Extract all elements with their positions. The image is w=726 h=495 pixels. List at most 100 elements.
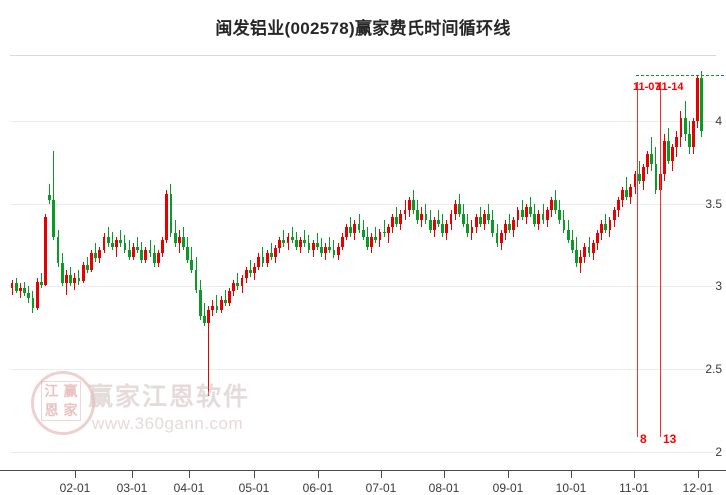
candlestick [683, 55, 687, 470]
candlestick [524, 55, 528, 470]
candle-body [654, 163, 658, 191]
candle-body [44, 216, 47, 285]
candlestick [529, 55, 532, 470]
candlestick [474, 55, 478, 470]
candle-body [587, 246, 591, 254]
candlestick [77, 55, 81, 470]
candle-body [524, 207, 528, 217]
candlestick [69, 55, 73, 470]
candlestick [211, 55, 215, 470]
candle-body [274, 248, 277, 257]
candlestick [23, 55, 27, 470]
candle-wick [120, 230, 122, 247]
candle-body [148, 250, 152, 254]
candle-body [223, 299, 227, 303]
plot-top-border [10, 55, 716, 56]
candlestick [407, 55, 411, 470]
candle-body [320, 246, 323, 254]
x-axis-label: 10-01 [555, 481, 587, 495]
candlestick [608, 55, 612, 470]
candlestick [366, 55, 369, 470]
candle-body [282, 240, 286, 244]
candlestick [483, 55, 486, 470]
candle-body [495, 233, 499, 244]
candlestick [248, 55, 252, 470]
candlestick [516, 55, 520, 470]
candle-body [340, 236, 344, 247]
candlestick [512, 55, 516, 470]
candle-wick [329, 236, 331, 254]
candlestick [219, 55, 223, 470]
candlestick [27, 55, 31, 470]
candlestick [412, 55, 415, 470]
x-axis-label: 08-01 [428, 481, 460, 495]
candle-body [198, 289, 202, 317]
candle-body [537, 213, 541, 224]
candlestick [320, 55, 323, 470]
candlestick [173, 55, 177, 470]
candle-body [85, 264, 89, 270]
candlestick [257, 55, 261, 470]
candle-body [675, 137, 679, 148]
candle-body [90, 253, 93, 270]
x-axis-tick [571, 471, 572, 478]
candlestick [399, 55, 403, 470]
candle-body [453, 203, 457, 214]
candle-body [324, 246, 328, 254]
candlestick [629, 55, 633, 470]
candlestick [403, 55, 407, 470]
candlestick [244, 55, 248, 470]
candle-body [395, 216, 399, 224]
candlestick [94, 55, 98, 470]
candle-wick [396, 207, 398, 227]
candlestick [261, 55, 265, 470]
candle-body [240, 278, 244, 287]
y-axis-label: 4 [715, 113, 722, 128]
candlestick [294, 55, 298, 470]
candlestick [190, 55, 194, 470]
candle-body [169, 193, 173, 234]
candle-body [111, 243, 114, 247]
price-level-line [636, 74, 724, 76]
candlestick [269, 55, 273, 470]
candle-body [361, 230, 365, 237]
candlestick [102, 55, 106, 470]
candle-wick [116, 236, 118, 257]
candle-wick [78, 269, 80, 285]
candlestick [215, 55, 219, 470]
x-axis-label: 03-01 [116, 481, 148, 495]
candle-body [382, 231, 386, 234]
candlestick [232, 55, 236, 470]
candle-body [353, 223, 357, 234]
candle-body [290, 236, 294, 241]
candlestick [382, 55, 386, 470]
candlestick [445, 55, 449, 470]
candle-body [211, 306, 215, 310]
candle-body [616, 200, 620, 211]
candle-body [35, 281, 39, 308]
candle-body [462, 213, 465, 224]
candlestick [575, 55, 578, 470]
x-axis-tick [318, 471, 319, 478]
candle-body [127, 250, 131, 257]
candle-body [186, 246, 190, 260]
candlestick [432, 55, 436, 470]
candle-body [257, 256, 261, 267]
candle-wick [375, 226, 377, 244]
x-axis-label: 02-01 [59, 481, 91, 495]
gridline [10, 120, 716, 122]
candlestick [616, 55, 620, 470]
candle-body [248, 269, 252, 274]
candle-body [700, 77, 704, 131]
candlestick [111, 55, 114, 470]
candle-body [14, 283, 18, 292]
fibonacci-time-line-label: 13 [663, 432, 677, 446]
candlestick [604, 55, 608, 470]
candle-body [600, 223, 603, 234]
fibonacci-time-line [637, 82, 638, 437]
candle-wick [40, 273, 42, 289]
candlestick [641, 55, 645, 470]
candle-body [332, 250, 336, 255]
candlestick [671, 55, 675, 470]
candlestick [81, 55, 85, 470]
